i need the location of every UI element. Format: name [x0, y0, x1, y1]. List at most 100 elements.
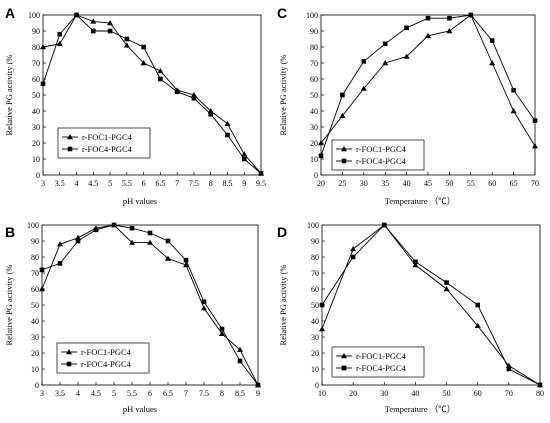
x-axis-label: pH values [123, 196, 157, 206]
legend-marker [341, 146, 347, 152]
data-point [474, 322, 481, 328]
data-point [224, 120, 231, 126]
data-point [382, 41, 388, 47]
y-tick-label: 90 [31, 237, 39, 246]
y-tick-label: 80 [31, 253, 39, 262]
y-tick-label: 30 [311, 333, 319, 342]
x-tick-label: 5 [112, 389, 116, 398]
y-tick-label: 20 [32, 139, 40, 148]
data-point [191, 95, 197, 101]
data-point [39, 286, 45, 292]
series-line [42, 14, 262, 174]
data-point [532, 118, 538, 123]
x-axis-label: pH values [123, 404, 157, 414]
y-tick-label: 30 [32, 123, 40, 132]
y-tick-label: 100 [28, 11, 40, 20]
x-tick-label: 50 [443, 389, 451, 398]
data-point [107, 20, 114, 26]
x-tick-label: 20 [349, 389, 357, 398]
data-point [39, 267, 45, 273]
data-point [158, 76, 163, 82]
data-point [90, 18, 97, 24]
data-point [511, 87, 516, 93]
y-tick-label: 0 [36, 171, 40, 180]
data-point [207, 108, 214, 114]
data-point [506, 366, 512, 372]
y-tick-label: 90 [32, 27, 40, 36]
data-point [446, 28, 453, 34]
data-point [91, 28, 96, 34]
x-tick-label: 65 [510, 179, 518, 188]
y-axis-label: Relative PG activity (% [4, 55, 14, 136]
y-tick-label: 10 [31, 365, 39, 374]
y-tick-label: 70 [31, 269, 39, 278]
y-tick-label: 40 [311, 317, 319, 326]
x-tick-label: 9 [242, 179, 246, 188]
data-point [141, 44, 146, 50]
y-tick-label: 70 [32, 59, 40, 68]
x-tick-label: 7 [175, 179, 179, 188]
data-point [444, 280, 449, 285]
x-tick-label: 9 [256, 389, 260, 398]
series-line [321, 224, 541, 386]
legend-box [57, 127, 151, 159]
data-point [165, 255, 171, 261]
y-tick-label: 60 [31, 285, 39, 294]
y-tick-label: 70 [310, 59, 318, 68]
data-point [237, 346, 243, 352]
y-axis-label: Relative PG activity (% [278, 265, 288, 346]
data-point [57, 31, 63, 37]
y-tick-label: 50 [310, 91, 318, 100]
y-tick-label: 80 [311, 253, 319, 262]
x-tick-label: 5.5 [122, 179, 132, 188]
x-tick-label: 40 [403, 179, 411, 188]
data-point [147, 239, 153, 245]
x-tick-label: 80 [536, 389, 544, 398]
panel-letter: A [5, 5, 15, 21]
data-point [319, 326, 325, 332]
data-point [129, 239, 135, 245]
data-point [361, 59, 367, 64]
series-line [42, 14, 262, 174]
legend-marker [67, 146, 73, 152]
data-point [237, 358, 243, 364]
y-tick-label: 20 [310, 139, 318, 148]
data-point [157, 68, 164, 74]
x-tick-label: 5.5 [127, 389, 137, 398]
data-point [425, 15, 431, 21]
y-tick-label: 40 [31, 317, 39, 326]
y-tick-label: 0 [315, 381, 319, 390]
legend: r-FOC1-PGC4 r-FOC4-PGC4 [331, 139, 425, 171]
x-tick-label: 40 [411, 389, 419, 398]
x-tick-label: 6.5 [155, 179, 165, 188]
data-point [340, 92, 345, 98]
data-point [532, 143, 538, 149]
data-point [40, 81, 46, 87]
x-tick-label: 25 [338, 179, 346, 188]
y-tick-label: 40 [32, 107, 40, 116]
data-point [124, 36, 130, 42]
data-point [489, 38, 495, 43]
data-point [382, 60, 389, 66]
x-tick-label: 60 [474, 389, 482, 398]
x-tick-label: 5 [108, 179, 112, 188]
x-tick-label: 30 [380, 389, 388, 398]
y-tick-label: 0 [35, 381, 39, 390]
data-point [225, 132, 230, 138]
series-foc1 [318, 12, 538, 149]
data-point [57, 241, 63, 247]
legend-box [56, 342, 150, 374]
x-axis-label: Temperature （℃） [385, 404, 455, 414]
x-axis-label: Temperature （℃） [385, 196, 455, 206]
data-point [350, 254, 356, 260]
y-tick-label: 20 [31, 349, 39, 358]
y-tick-label: 50 [311, 301, 319, 310]
x-tick-label: 45 [424, 179, 432, 188]
x-tick-label: 3.5 [55, 179, 65, 188]
legend-marker [341, 158, 347, 164]
y-tick-label: 100 [306, 11, 318, 20]
legend-box [331, 346, 425, 378]
panel-b: B 0 10 20 30 40 50 60 70 80 90 100 3 3.5 4 4.5 5 5.5 6 6.5 7… [4, 221, 261, 414]
data-point [425, 32, 431, 38]
